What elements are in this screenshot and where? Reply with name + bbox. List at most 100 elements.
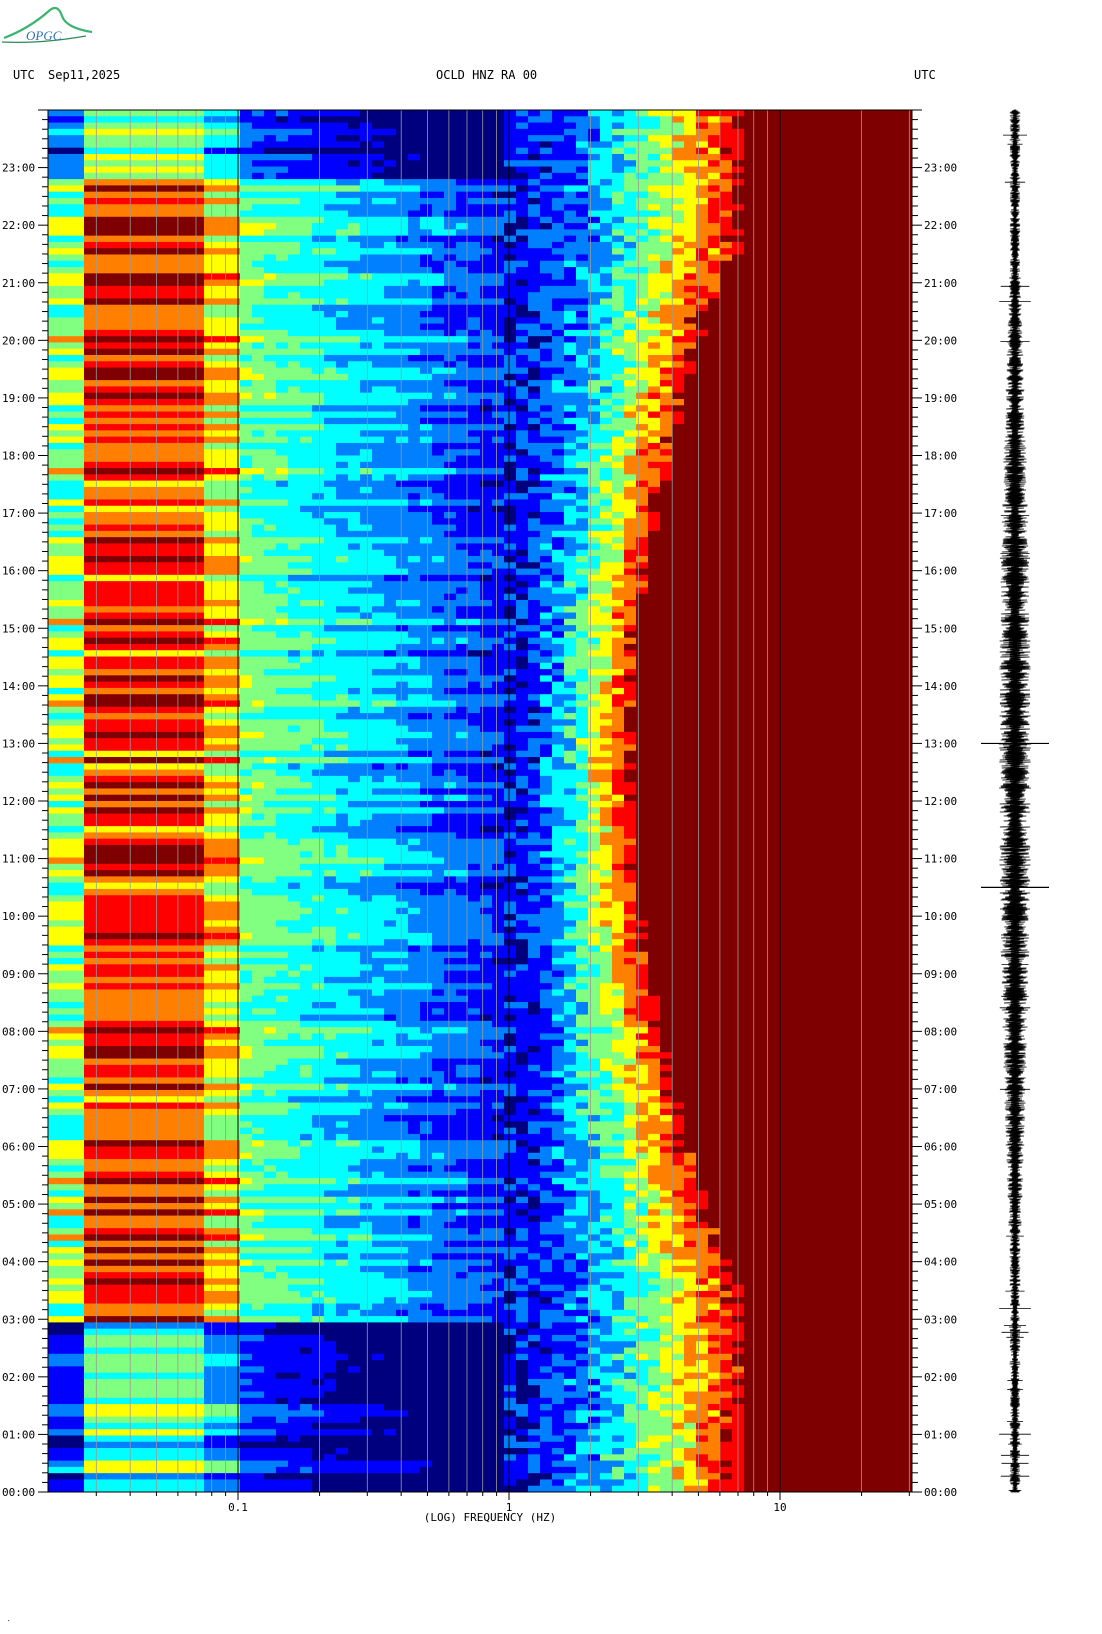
heatmap-cell	[264, 669, 372, 676]
heatmap-cell	[372, 141, 384, 149]
heatmap-cell	[528, 1485, 576, 1492]
heatmap-cell	[444, 210, 504, 218]
heatmap-cell	[540, 694, 552, 702]
heatmap-cell	[504, 574, 516, 582]
heatmap-cell	[720, 1372, 732, 1380]
heatmap-cell	[84, 763, 204, 771]
heatmap-cell	[300, 1071, 312, 1078]
y-tick-label: 21:00	[2, 277, 35, 290]
heatmap-cell	[468, 267, 504, 274]
heatmap-cell	[324, 650, 336, 658]
heatmap-cell	[612, 110, 624, 117]
heatmap-cell	[744, 1429, 912, 1437]
heatmap-cell	[504, 442, 516, 450]
heatmap-cell	[312, 248, 336, 256]
heatmap-cell	[504, 1290, 516, 1298]
heatmap-cell	[336, 1454, 504, 1462]
heatmap-cell	[660, 386, 672, 394]
heatmap-cell	[84, 1115, 204, 1122]
heatmap-cell	[276, 116, 288, 124]
heatmap-cell	[612, 486, 624, 494]
heatmap-cell	[204, 1466, 240, 1474]
heatmap-cell	[672, 267, 696, 274]
heatmap-cell	[552, 750, 564, 758]
heatmap-cell	[288, 1284, 408, 1292]
heatmap-cell	[492, 901, 504, 909]
heatmap-cell	[576, 1259, 588, 1267]
heatmap-cell	[636, 1366, 648, 1374]
heatmap-cell	[456, 612, 504, 620]
heatmap-cell	[252, 1378, 312, 1386]
heatmap-cell	[528, 298, 552, 306]
heatmap-cell	[636, 681, 912, 689]
heatmap-cell	[420, 1146, 516, 1154]
heatmap-cell	[708, 1334, 744, 1342]
heatmap-cell	[252, 367, 312, 375]
heatmap-cell	[240, 983, 300, 991]
heatmap-cell	[636, 731, 912, 739]
heatmap-cell	[600, 556, 624, 563]
heatmap-cell	[420, 788, 504, 796]
heatmap-cell	[612, 687, 624, 695]
heatmap-cell	[276, 1416, 288, 1424]
heatmap-cell	[444, 794, 468, 802]
heatmap-cell	[564, 1146, 600, 1154]
heatmap-cell	[360, 197, 372, 205]
heatmap-cell	[204, 995, 240, 1003]
heatmap-cell	[552, 989, 564, 997]
heatmap-cell	[744, 1290, 912, 1298]
heatmap-cell	[684, 273, 696, 281]
heatmap-cell	[204, 1165, 240, 1173]
heatmap-cell	[540, 970, 552, 978]
heatmap-cell	[312, 926, 336, 934]
heatmap-cell	[204, 939, 240, 947]
heatmap-cell	[672, 1108, 912, 1116]
heatmap-cell	[576, 380, 588, 387]
heatmap-cell	[240, 1385, 336, 1393]
heatmap-cell	[588, 166, 612, 174]
heatmap-cell	[324, 1253, 348, 1261]
heatmap-cell	[612, 1284, 660, 1292]
heatmap-cell	[552, 1448, 564, 1455]
heatmap-cell	[636, 160, 672, 168]
heatmap-cell	[708, 1466, 744, 1474]
heatmap-cell	[276, 813, 336, 821]
heatmap-cell	[708, 185, 720, 193]
heatmap-cell	[204, 750, 240, 758]
heatmap-cell	[696, 1454, 708, 1462]
heatmap-cell	[504, 1416, 516, 1424]
heatmap-cell	[624, 430, 648, 438]
heatmap-cell	[636, 1353, 648, 1361]
heatmap-cell	[552, 1422, 588, 1430]
heatmap-cell	[684, 285, 708, 293]
heatmap-cell	[564, 631, 576, 639]
heatmap-cell	[540, 895, 552, 903]
heatmap-cell	[708, 241, 720, 249]
heatmap-cell	[84, 116, 204, 124]
y-tick-label: 14:00	[924, 680, 957, 693]
heatmap-cell	[636, 1190, 648, 1198]
heatmap-cell	[84, 204, 204, 212]
heatmap-cell	[600, 744, 636, 752]
heatmap-cell	[672, 361, 684, 369]
heatmap-cell	[720, 1290, 732, 1298]
heatmap-cell	[648, 486, 660, 494]
heatmap-cell	[636, 618, 912, 626]
heatmap-cell	[420, 279, 444, 287]
heatmap-cell	[612, 964, 636, 972]
heatmap-cell	[528, 1045, 540, 1053]
heatmap-cell	[468, 995, 504, 1003]
heatmap-cell	[672, 1328, 708, 1336]
heatmap-cell	[588, 1133, 600, 1141]
heatmap-cell	[576, 480, 588, 488]
heatmap-cell	[672, 1140, 684, 1148]
heatmap-cell	[552, 424, 576, 431]
y-tick-label: 20:00	[2, 334, 35, 347]
heatmap-cell	[204, 373, 240, 381]
heatmap-cell	[240, 1265, 264, 1273]
heatmap-cell	[420, 499, 432, 507]
heatmap-cell	[204, 1008, 240, 1016]
heatmap-cell	[588, 574, 612, 582]
heatmap-cell	[540, 1228, 588, 1236]
heatmap-cell	[612, 455, 624, 463]
